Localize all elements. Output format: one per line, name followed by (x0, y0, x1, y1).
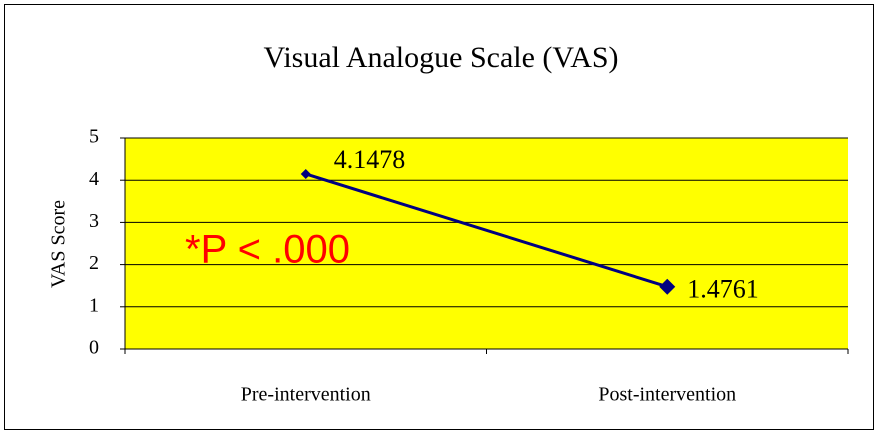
y-tick-label: 5 (89, 126, 99, 148)
data-marker (659, 278, 676, 295)
y-tick-label: 2 (89, 252, 99, 274)
y-tick-label: 0 (89, 337, 99, 359)
data-label: 1.4761 (687, 275, 759, 304)
data-marker (300, 168, 311, 179)
y-tick-label: 1 (89, 294, 99, 316)
y-axis-label: VAS Score (48, 200, 70, 288)
chart-title: Visual Analogue Scale (VAS) (263, 41, 618, 74)
data-line (305, 172, 668, 289)
x-tick-label: Post-intervention (598, 384, 736, 406)
x-tick-label: Pre-intervention (241, 384, 371, 406)
y-tick-label: 3 (89, 210, 99, 232)
plot-area (125, 138, 848, 349)
y-tick-label: 4 (89, 168, 99, 190)
annotation: *P < .000 (185, 228, 350, 272)
data-label: 4.1478 (334, 145, 406, 174)
